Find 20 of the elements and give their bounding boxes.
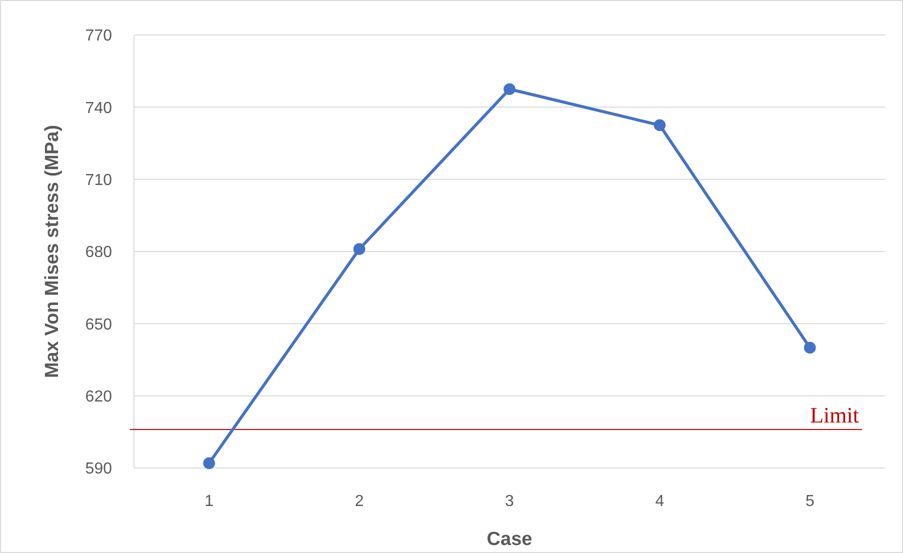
point bbox=[654, 119, 666, 132]
x-axis-title: Case bbox=[486, 529, 532, 550]
y-tick-label: 710 bbox=[85, 172, 112, 189]
x-tick-label: 3 bbox=[505, 493, 514, 510]
y-tick-label: 650 bbox=[85, 316, 112, 334]
y-tick-label: 590 bbox=[85, 460, 112, 478]
point bbox=[504, 83, 516, 96]
y-tick-label: 620 bbox=[85, 388, 112, 406]
x-tick-label: 2 bbox=[354, 493, 364, 510]
ref-line-label: Limit bbox=[810, 402, 859, 428]
point bbox=[203, 457, 216, 470]
x-tick-label: 1 bbox=[204, 493, 214, 510]
point bbox=[804, 342, 816, 354]
point bbox=[353, 243, 366, 255]
y-axis-title: Max Von Mises stress (MPa) bbox=[42, 124, 63, 378]
x-tick-label: 4 bbox=[655, 493, 664, 510]
y-tick-label: 740 bbox=[85, 100, 112, 117]
y-tick-label: 680 bbox=[85, 244, 112, 262]
y-tick-label: 770 bbox=[85, 28, 112, 45]
x-tick-label: 5 bbox=[805, 493, 814, 510]
